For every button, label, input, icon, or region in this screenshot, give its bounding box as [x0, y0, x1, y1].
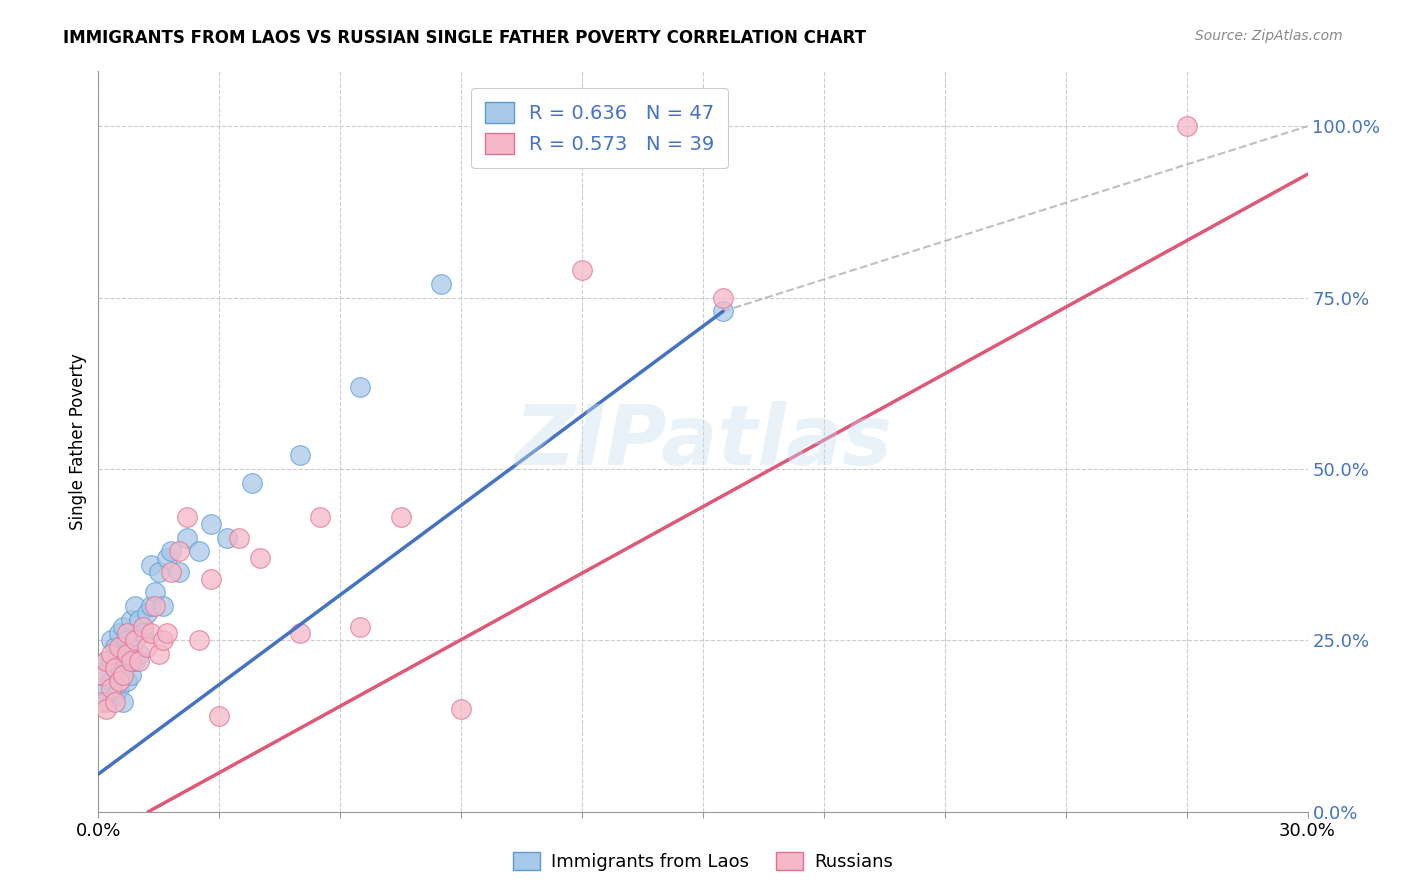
- Point: [188, 544, 211, 558]
- Legend: Immigrants from Laos, Russians: Immigrants from Laos, Russians: [506, 845, 900, 879]
- Point: [152, 633, 174, 648]
- Point: [349, 619, 371, 633]
- Point: [132, 619, 155, 633]
- Point: [124, 599, 146, 613]
- Point: [450, 702, 472, 716]
- Point: [96, 695, 118, 709]
- Point: [120, 654, 142, 668]
- Point: [188, 633, 211, 648]
- Point: [100, 647, 122, 661]
- Point: [107, 640, 129, 655]
- Point: [91, 667, 114, 681]
- Point: [111, 667, 134, 681]
- Y-axis label: Single Father Poverty: Single Father Poverty: [69, 353, 87, 530]
- Point: [100, 681, 122, 696]
- Point: [143, 585, 166, 599]
- Point: [711, 304, 734, 318]
- Point: [128, 613, 150, 627]
- Point: [115, 626, 138, 640]
- Point: [156, 551, 179, 566]
- Point: [91, 681, 114, 696]
- Point: [100, 654, 122, 668]
- Point: [103, 688, 125, 702]
- Point: [107, 681, 129, 696]
- Point: [107, 674, 129, 689]
- Point: [148, 647, 170, 661]
- Text: ZIPatlas: ZIPatlas: [515, 401, 891, 482]
- Point: [148, 565, 170, 579]
- Point: [115, 654, 138, 668]
- Point: [120, 613, 142, 627]
- Point: [1175, 119, 1198, 133]
- Point: [91, 695, 114, 709]
- Point: [288, 626, 311, 640]
- Point: [160, 544, 183, 558]
- Legend: R = 0.636   N = 47, R = 0.573   N = 39: R = 0.636 N = 47, R = 0.573 N = 39: [471, 88, 728, 168]
- Point: [115, 674, 138, 689]
- Point: [96, 654, 118, 668]
- Point: [96, 654, 118, 668]
- Point: [132, 626, 155, 640]
- Point: [430, 277, 453, 291]
- Point: [111, 647, 134, 661]
- Point: [111, 695, 134, 709]
- Point: [124, 654, 146, 668]
- Point: [120, 667, 142, 681]
- Point: [103, 640, 125, 655]
- Point: [128, 647, 150, 661]
- Text: IMMIGRANTS FROM LAOS VS RUSSIAN SINGLE FATHER POVERTY CORRELATION CHART: IMMIGRANTS FROM LAOS VS RUSSIAN SINGLE F…: [63, 29, 866, 46]
- Point: [107, 667, 129, 681]
- Point: [152, 599, 174, 613]
- Point: [103, 661, 125, 675]
- Point: [228, 531, 250, 545]
- Point: [124, 633, 146, 648]
- Point: [111, 667, 134, 681]
- Point: [139, 558, 162, 572]
- Point: [139, 626, 162, 640]
- Point: [208, 708, 231, 723]
- Point: [156, 626, 179, 640]
- Point: [349, 380, 371, 394]
- Point: [309, 510, 332, 524]
- Point: [176, 510, 198, 524]
- Point: [249, 551, 271, 566]
- Point: [571, 263, 593, 277]
- Point: [217, 531, 239, 545]
- Point: [103, 661, 125, 675]
- Point: [100, 633, 122, 648]
- Point: [135, 606, 157, 620]
- Point: [100, 674, 122, 689]
- Point: [135, 640, 157, 655]
- Point: [139, 599, 162, 613]
- Point: [240, 475, 263, 490]
- Point: [91, 667, 114, 681]
- Point: [160, 565, 183, 579]
- Point: [96, 702, 118, 716]
- Point: [107, 626, 129, 640]
- Point: [115, 647, 138, 661]
- Point: [103, 695, 125, 709]
- Point: [176, 531, 198, 545]
- Point: [120, 640, 142, 655]
- Point: [200, 572, 222, 586]
- Point: [288, 448, 311, 462]
- Point: [389, 510, 412, 524]
- Point: [711, 291, 734, 305]
- Point: [111, 619, 134, 633]
- Point: [143, 599, 166, 613]
- Point: [115, 633, 138, 648]
- Point: [128, 654, 150, 668]
- Text: Source: ZipAtlas.com: Source: ZipAtlas.com: [1195, 29, 1343, 43]
- Point: [167, 544, 190, 558]
- Point: [107, 647, 129, 661]
- Point: [200, 516, 222, 531]
- Point: [167, 565, 190, 579]
